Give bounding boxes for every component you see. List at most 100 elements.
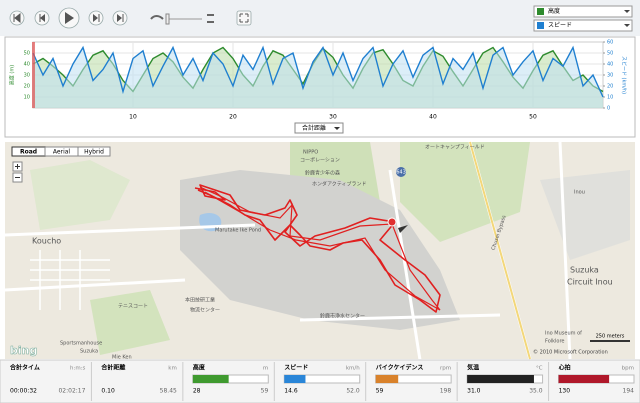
view-button[interactable]: Aerial [53, 149, 71, 156]
stat-unit: °C [536, 366, 543, 372]
map-label: Koucho [32, 237, 61, 246]
map-label: Folklore [545, 339, 565, 345]
stat-max: 35.0 [529, 388, 543, 395]
map-label: NIPPO [303, 150, 318, 156]
stat-name: 心拍 [559, 364, 571, 372]
stat-current: 31.0 [467, 388, 481, 395]
stat-max: 59 [261, 388, 269, 395]
map-label: Inou [574, 190, 585, 196]
map-label: Circuit Inou [567, 278, 613, 287]
route-shield [396, 167, 406, 177]
view-button[interactable]: Road [20, 149, 37, 156]
stat-unit: km/h [346, 366, 360, 372]
position-marker [387, 217, 397, 227]
map-label: Mie Ken [112, 355, 132, 361]
fullscreen-icon [239, 13, 249, 23]
stat-unit: km [168, 366, 177, 372]
stat-current: 00:00:32 [10, 388, 37, 395]
stat-unit: h:m:s [70, 366, 86, 372]
map-label: ホンダアクティブランド [312, 181, 366, 188]
swatch [537, 22, 544, 29]
y2-axis-label: スピード (km/h) [621, 56, 627, 94]
map-label: コーポレーション [300, 157, 340, 164]
map-label: Ino Museum of [545, 331, 582, 337]
stat-unit: bpm [622, 366, 634, 372]
map-label: 本田技研工業 [185, 297, 215, 304]
map-label: 鈴鹿青少年の森 [305, 170, 340, 177]
stat-current: 14.6 [284, 388, 298, 395]
x-tick-label: 40 [429, 114, 437, 121]
y-tick-label: 50 [24, 51, 30, 57]
y-tick-label: 40 [24, 62, 30, 68]
stat-bar [375, 375, 399, 383]
map-label: Marutake Ike Pond [215, 228, 261, 234]
slow-icon [150, 15, 164, 20]
stat-bar [467, 375, 534, 383]
stat-name: 気温 [467, 364, 479, 372]
map [4, 141, 635, 361]
y-axis-label: 高度 (m) [9, 65, 16, 85]
map-label: オートキャンプフィールド [425, 145, 485, 151]
map-label: テニスコート [118, 304, 148, 310]
dropdown[interactable] [533, 19, 633, 32]
start-marker [32, 42, 35, 108]
dropdown-arrow [334, 127, 340, 130]
x-tick-label: 50 [529, 114, 537, 121]
y2-tick-label: 30 [607, 73, 613, 79]
series-area [33, 47, 603, 108]
stat-max: 194 [623, 388, 635, 395]
toolbar [0, 0, 640, 36]
stat-unit: rpm [440, 366, 451, 372]
dropdown-label: 高度 [548, 7, 560, 15]
x-tick-label: 10 [129, 114, 137, 121]
x-axis-selector[interactable] [294, 122, 344, 134]
x-axis-label: 合計距離 [302, 124, 326, 132]
map-label: Suzuka [80, 349, 98, 355]
x-tick-label: 30 [329, 114, 337, 121]
stat-bar [284, 375, 306, 383]
y2-tick-label: 50 [607, 51, 613, 57]
map-copyright: © 2010 Microsoft Corporation [533, 349, 608, 356]
dropdown-label: スピード [548, 22, 572, 29]
y2-tick-label: 20 [607, 84, 613, 90]
direction-arrow [398, 225, 408, 233]
series-line [32, 45, 604, 98]
route [194, 184, 441, 313]
stat-max: 58.45 [160, 388, 177, 395]
stat-name: 合計距離 [101, 364, 125, 372]
map-label: 物流センター [190, 307, 220, 314]
map-scale: 250 meters [596, 334, 625, 340]
stat-name: スピード [284, 364, 308, 372]
stat-unit: m [263, 366, 268, 372]
park-area [180, 170, 460, 330]
fullscreen-button[interactable] [236, 10, 252, 26]
stat-bar [558, 375, 610, 383]
map-label: 鈴鹿市浄水センター [320, 313, 365, 320]
fast-icon [207, 14, 214, 23]
swatch [537, 8, 544, 15]
y2-tick-label: 10 [607, 95, 613, 101]
map-logo: bing [10, 344, 37, 357]
slider-thumb[interactable] [165, 13, 170, 25]
stat-name: 高度 [193, 364, 206, 372]
stat-current: 130 [559, 388, 571, 395]
dropdown[interactable] [533, 5, 633, 18]
y-tick-label: 20 [24, 84, 30, 90]
y2-tick-label: 40 [607, 62, 613, 68]
y-tick-label: 30 [24, 73, 30, 79]
stat-current: 0.10 [101, 388, 115, 395]
stat-bar [192, 375, 229, 383]
map-label: Suzuka [570, 266, 599, 275]
view-button[interactable]: Hybrid [84, 149, 104, 156]
map-label: Sportsmanhouse [60, 341, 102, 347]
y2-tick-label: 60 [607, 40, 613, 46]
map-label: 643 [396, 170, 406, 176]
stat-name: 合計タイム [10, 364, 40, 372]
y-tick-label: 10 [24, 95, 30, 101]
y2-tick-label: 0 [607, 106, 610, 112]
stat-current: 28 [193, 388, 201, 395]
stat-current: 59 [376, 388, 384, 395]
stat-name: バイクケイデンス [376, 364, 424, 372]
stat-max: 02:02:17 [58, 388, 85, 395]
